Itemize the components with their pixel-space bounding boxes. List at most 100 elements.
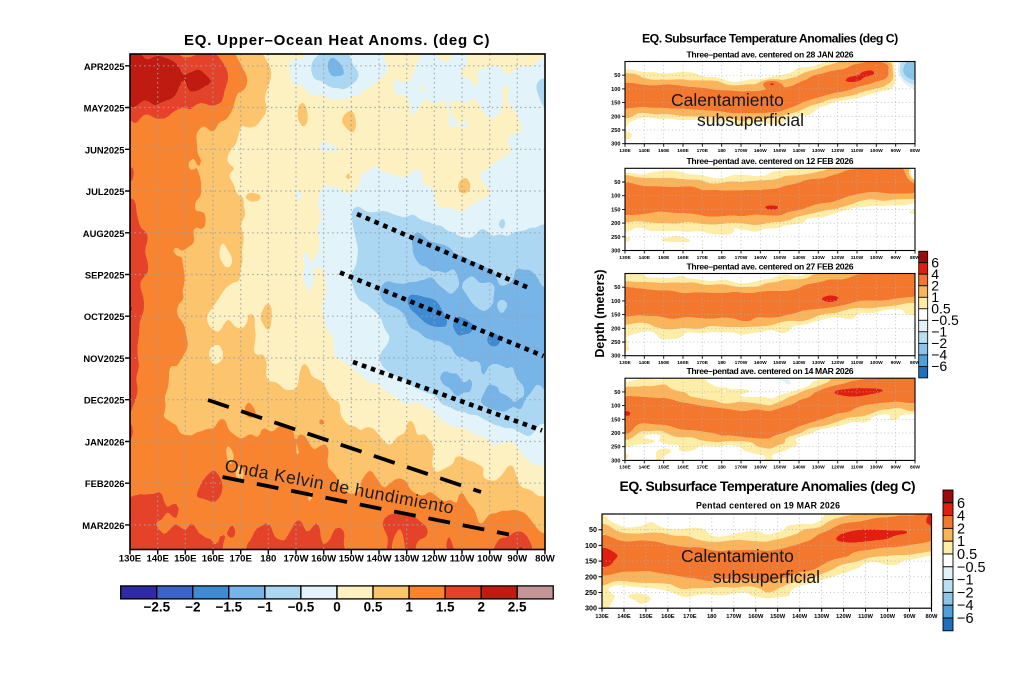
svg-text:160W: 160W (754, 148, 767, 154)
svg-text:MAR2026: MAR2026 (82, 520, 124, 531)
svg-text:140E: 140E (617, 614, 631, 620)
svg-text:180: 180 (718, 148, 726, 154)
svg-text:100: 100 (611, 404, 620, 410)
svg-text:130W: 130W (812, 255, 825, 261)
svg-text:160E: 160E (677, 465, 689, 471)
svg-text:−1: −1 (931, 323, 947, 339)
svg-text:160E: 160E (677, 255, 689, 261)
svg-text:160E: 160E (661, 614, 675, 620)
svg-text:170W: 170W (735, 255, 748, 261)
svg-text:100W: 100W (880, 614, 896, 620)
svg-text:130W: 130W (394, 554, 420, 565)
svg-text:80W: 80W (535, 554, 556, 565)
svg-text:80W: 80W (910, 148, 920, 154)
svg-text:100: 100 (611, 194, 620, 200)
svg-text:100W: 100W (870, 465, 883, 471)
svg-text:120W: 120W (831, 148, 844, 154)
svg-text:0.5: 0.5 (957, 547, 977, 563)
svg-text:180: 180 (718, 465, 726, 471)
svg-text:−4: −4 (957, 598, 974, 614)
svg-text:250: 250 (585, 588, 597, 597)
svg-text:subsuperficial: subsuperficial (697, 110, 804, 130)
svg-text:−0.5: −0.5 (288, 600, 315, 615)
svg-text:300: 300 (611, 458, 620, 464)
svg-text:−4: −4 (931, 347, 947, 363)
svg-text:0: 0 (333, 600, 341, 615)
svg-text:150W: 150W (773, 360, 786, 366)
svg-text:170W: 170W (735, 148, 748, 154)
svg-text:100W: 100W (870, 255, 883, 261)
svg-text:150: 150 (585, 557, 597, 566)
svg-text:300: 300 (611, 249, 620, 255)
svg-text:80W: 80W (926, 614, 938, 620)
svg-text:140W: 140W (793, 360, 806, 366)
svg-text:50: 50 (614, 285, 620, 291)
svg-text:−0.5: −0.5 (931, 312, 959, 328)
svg-text:160W: 160W (754, 465, 767, 471)
svg-text:110W: 110W (450, 554, 475, 565)
svg-text:50: 50 (614, 180, 620, 186)
svg-text:NOV2025: NOV2025 (83, 353, 124, 364)
svg-text:140E: 140E (639, 465, 651, 471)
svg-text:90W: 90W (891, 360, 901, 366)
svg-text:Calentamiento: Calentamiento (681, 546, 794, 566)
svg-text:170E: 170E (229, 554, 252, 565)
svg-text:120W: 120W (422, 554, 448, 565)
svg-text:250: 250 (611, 235, 620, 241)
svg-text:140E: 140E (639, 148, 651, 154)
svg-text:1.5: 1.5 (436, 600, 455, 615)
svg-text:170W: 170W (726, 614, 742, 620)
svg-text:200: 200 (585, 572, 597, 581)
svg-text:150: 150 (611, 101, 620, 107)
svg-text:150W: 150W (773, 148, 786, 154)
svg-text:150W: 150W (339, 554, 365, 565)
svg-text:250: 250 (611, 445, 620, 451)
svg-text:Pentad centered on 19 MAR 2026: Pentad centered on 19 MAR 2026 (696, 501, 840, 511)
svg-text:Three–pentad ave. centered on: Three–pentad ave. centered on 12 FEB 202… (687, 156, 854, 166)
svg-text:0.5: 0.5 (364, 600, 383, 615)
svg-text:160E: 160E (202, 554, 225, 565)
svg-text:160W: 160W (754, 255, 767, 261)
svg-text:170W: 170W (735, 360, 748, 366)
svg-text:110W: 110W (851, 148, 864, 154)
svg-text:140E: 140E (639, 255, 651, 261)
svg-text:140W: 140W (366, 554, 392, 565)
svg-text:100: 100 (585, 541, 597, 550)
svg-text:160E: 160E (677, 360, 689, 366)
svg-text:50: 50 (614, 390, 620, 396)
svg-text:150E: 150E (658, 255, 670, 261)
svg-text:200: 200 (611, 221, 620, 227)
svg-text:2.5: 2.5 (508, 600, 527, 615)
svg-text:SEP2025: SEP2025 (85, 270, 125, 281)
svg-text:170E: 170E (697, 360, 709, 366)
svg-text:APR2025: APR2025 (84, 61, 125, 72)
svg-text:110W: 110W (851, 465, 864, 471)
svg-text:100: 100 (611, 299, 620, 305)
svg-text:130E: 130E (595, 614, 609, 620)
svg-text:140W: 140W (793, 255, 806, 261)
svg-text:120W: 120W (831, 465, 844, 471)
svg-text:180: 180 (718, 255, 726, 261)
svg-text:110W: 110W (858, 614, 873, 620)
svg-text:90W: 90W (507, 554, 528, 565)
svg-text:JUN2025: JUN2025 (85, 144, 125, 155)
svg-text:130E: 130E (619, 255, 631, 261)
svg-text:0.5: 0.5 (931, 300, 951, 316)
svg-text:EQ. Subsurface Temperature Ano: EQ. Subsurface Temperature Anomalies (de… (620, 478, 917, 494)
svg-text:90W: 90W (891, 255, 901, 261)
svg-text:150: 150 (611, 207, 620, 213)
svg-text:80W: 80W (910, 465, 920, 471)
svg-text:subsuperficial: subsuperficial (713, 567, 820, 587)
svg-text:110W: 110W (851, 255, 864, 261)
svg-text:130E: 130E (119, 554, 142, 565)
svg-text:6: 6 (957, 496, 965, 512)
svg-text:100: 100 (611, 87, 620, 93)
svg-text:Depth (meters): Depth (meters) (593, 269, 607, 357)
svg-text:80W: 80W (910, 255, 920, 261)
svg-text:140W: 140W (793, 148, 806, 154)
svg-text:1: 1 (405, 600, 413, 615)
svg-text:150E: 150E (174, 554, 197, 565)
svg-text:300: 300 (585, 604, 597, 613)
svg-text:200: 200 (611, 431, 620, 437)
svg-text:MAY2025: MAY2025 (84, 103, 125, 114)
